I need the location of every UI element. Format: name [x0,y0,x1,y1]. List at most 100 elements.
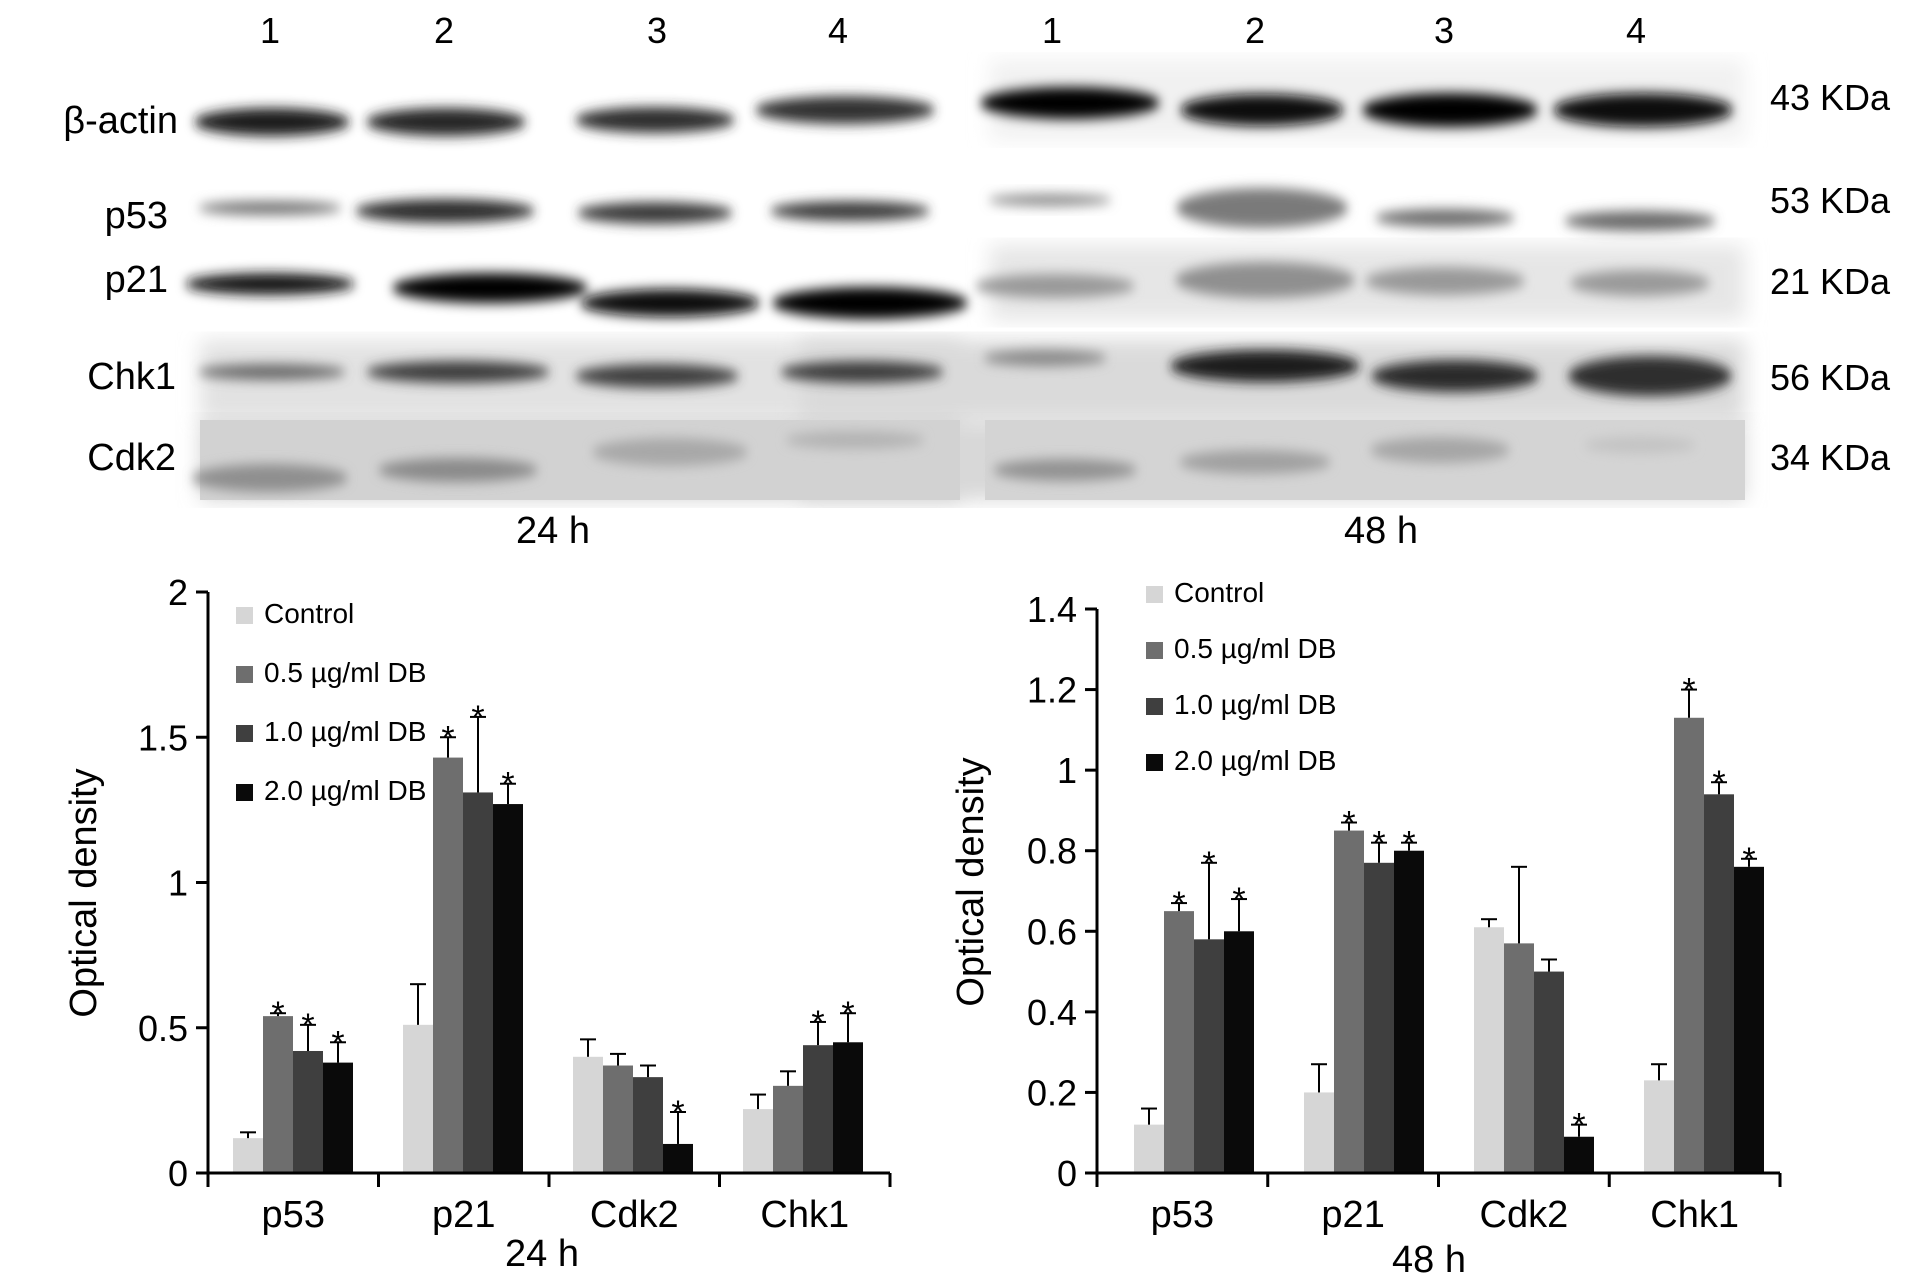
significance-star: * [1402,825,1415,863]
significance-star: * [1342,805,1355,843]
bar [433,757,463,1173]
significance-star: * [271,995,284,1033]
lane-number-24h-2: 2 [434,10,454,51]
blot-band [577,202,733,224]
lane-number-24h-1: 1 [260,10,280,51]
bar [773,1085,803,1173]
kda-label-chk1: 56 KDa [1770,357,1891,398]
significance-star: * [301,1007,314,1045]
blot-bands [185,87,1733,492]
x-category-label: Chk1 [1650,1194,1739,1236]
blot-band [592,438,748,466]
chart-48h-bars: * * * * * * * * * * [1134,672,1764,1173]
bar [743,1109,773,1173]
chart-48h-axes: 0 0.2 0.4 0.6 0.8 1 1.2 1.4 p53 p21 Cdk2 Chk1 [1027,589,1782,1236]
lane-number-48h-1: 1 [1042,10,1062,51]
x-category-label: p53 [262,1194,325,1236]
blot-band [755,96,935,124]
bar [663,1143,693,1173]
legend-entry-label: 2.0 µg/ml DB [264,775,426,806]
bar [323,1062,353,1173]
bar [573,1056,603,1173]
bar [803,1045,833,1173]
blot-band [1180,94,1344,126]
significance-star: * [501,766,514,804]
row-label-cdk2: Cdk2 [87,437,176,479]
bar [463,792,493,1173]
y-tick-label: 0.5 [138,1008,188,1049]
blot-band [1170,350,1360,382]
blot-band [1553,93,1733,127]
significance-star: * [1232,881,1245,919]
legend-swatch [1146,586,1163,603]
blot-cdk2-strip-48h [985,420,1745,500]
bar [633,1077,663,1173]
bar [403,1024,433,1173]
y-tick-label: 1.4 [1027,589,1077,630]
bar [233,1138,263,1173]
legend-entry-label: 1.0 µg/ml DB [1174,689,1336,720]
lane-number-48h-2: 2 [1245,10,1265,51]
significance-star: * [1202,845,1215,883]
row-label-p21: p21 [105,259,168,301]
western-blot: 1 2 3 4 1 2 3 4 β-actin p53 p21 Chk1 Cdk… [63,10,1891,552]
kda-label-cdk2: 34 KDa [1770,437,1891,478]
blot-band [575,364,739,388]
x-category-label: p21 [432,1194,495,1236]
blot-band [575,107,735,133]
significance-star: * [331,1024,344,1062]
chart-24h-bars: * * * * * * * * * [233,699,863,1173]
blot-band [785,431,925,449]
bar [493,804,523,1173]
blot-band [1584,437,1696,453]
x-category-label: Cdk2 [590,1194,679,1236]
legend-swatch [236,666,253,683]
y-tick-label: 1.2 [1027,670,1077,711]
significance-star: * [1572,1107,1585,1145]
bar [603,1065,633,1173]
significance-star: * [1742,841,1755,879]
chart-24h-axes: 0 0.5 1 1.5 2 p53 p21 Cdk2 Chk1 [138,572,892,1236]
chart-24h-legend: Control 0.5 µg/ml DB 1.0 µg/ml DB 2.0 µg/ml… [236,598,426,806]
bar [1304,1092,1334,1173]
blot-band [1175,262,1355,298]
bar [293,1050,323,1173]
blot-panel-label-48h: 48 h [1344,510,1418,552]
lane-number-24h-4: 4 [828,10,848,51]
blot-band [1371,360,1539,392]
bar-chart-48h: * * * * * * * * * * 0 0.2 0.4 0.6 0.8 1 1.2 1.4 p53 p21 Cdk… [950,577,1782,1279]
legend-swatch [1146,698,1163,715]
y-tick-label: 0.2 [1027,1072,1077,1113]
y-tick-label: 2 [168,572,188,613]
blot-band [988,194,1112,206]
blot-band [1179,450,1331,474]
blot-band [192,464,348,492]
blot-band [378,458,538,482]
bar [1474,927,1504,1173]
bar [1364,862,1394,1173]
x-category-label: Cdk2 [1480,1194,1569,1236]
bar [1164,911,1194,1173]
y-tick-label: 1 [1057,750,1077,791]
row-label-beta-actin: β-actin [63,100,178,142]
bar-chart-24h: * * * * * * * * * 0 0.5 1 1.5 2 p53 p21 Cdk2 Chk1 Contro… [63,572,892,1275]
bar [1194,939,1224,1173]
x-category-label: p21 [1321,1194,1384,1236]
significance-star: * [841,995,854,1033]
blot-band [772,287,968,319]
blot-band [993,459,1137,481]
blot-band [1564,211,1716,231]
significance-star: * [471,699,484,737]
bar [1704,794,1734,1173]
blot-band [983,350,1107,366]
y-tick-label: 0.6 [1027,911,1077,952]
bar [1564,1136,1594,1173]
legend-entry-label: 2.0 µg/ml DB [1174,745,1336,776]
blot-band [1370,437,1510,463]
bar [1734,866,1764,1173]
chart-48h-ylabel: Optical density [950,757,992,1006]
legend-entry-label: Control [1174,577,1264,608]
bar [1134,1124,1164,1173]
legend-swatch [1146,754,1163,771]
row-label-p53: p53 [105,195,168,237]
